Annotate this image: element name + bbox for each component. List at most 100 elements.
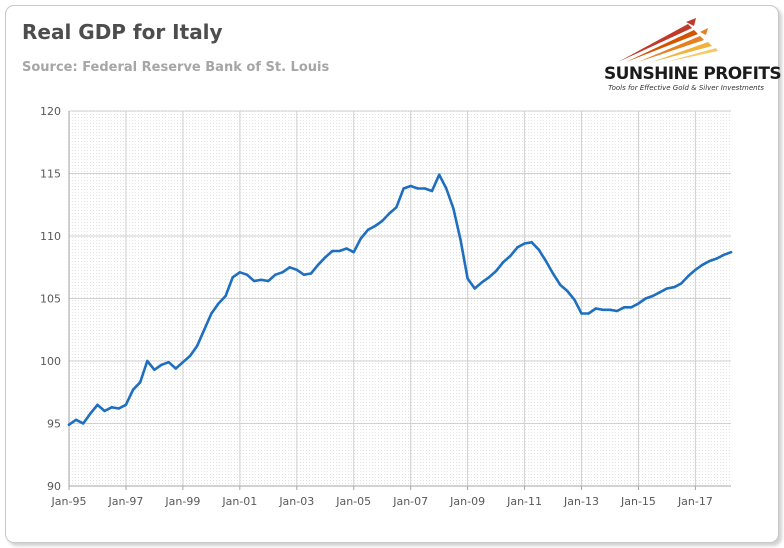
x-tick-label: Jan-17: [677, 495, 713, 508]
logo-name: SUNSHINE PROFITS: [604, 64, 782, 84]
data-point: [523, 242, 526, 245]
data-point: [409, 184, 412, 188]
x-tick-label: Jan-05: [335, 495, 371, 508]
data-point: [729, 251, 733, 254]
data-point: [416, 187, 419, 190]
data-point: [302, 273, 306, 276]
data-point: [423, 187, 427, 190]
data-point: [559, 283, 562, 286]
data-point: [131, 388, 135, 391]
data-point: [74, 418, 78, 421]
data-point: [210, 312, 213, 315]
data-point: [139, 381, 142, 384]
data-point: [537, 248, 540, 251]
data-point: [203, 328, 206, 331]
data-point: [373, 224, 377, 228]
data-point: [160, 363, 163, 366]
data-point: [153, 368, 156, 371]
data-point: [245, 273, 249, 276]
data-point: [281, 271, 284, 274]
data-point: [67, 423, 71, 426]
data-point: [188, 354, 192, 358]
data-point: [637, 302, 640, 305]
data-point: [316, 263, 320, 266]
data-point: [345, 247, 348, 250]
data-point: [665, 287, 669, 290]
data-point: [516, 246, 519, 249]
data-point: [494, 269, 498, 273]
data-point: [288, 266, 291, 269]
data-point: [694, 268, 697, 271]
data-point: [651, 294, 654, 298]
chart-title: Real GDP for Italy: [22, 20, 223, 44]
chart-subtitle: Source: Federal Reserve Bank of St. Loui…: [22, 60, 330, 75]
data-point: [473, 287, 476, 290]
data-point: [615, 309, 619, 313]
data-point: [96, 403, 99, 406]
data-point: [146, 359, 149, 363]
x-tick-label: Jan-09: [449, 495, 485, 508]
series-group: [67, 173, 733, 427]
data-point: [267, 279, 270, 283]
data-point: [544, 259, 548, 263]
data-point: [167, 361, 170, 364]
x-tick-label: Jan-03: [278, 495, 314, 508]
data-point: [402, 187, 405, 190]
data-point: [430, 189, 434, 193]
data-point: [82, 422, 85, 425]
data-point: [487, 276, 491, 279]
data-point: [594, 307, 597, 310]
data-point: [110, 406, 113, 409]
data-point: [480, 281, 484, 284]
data-point: [630, 306, 633, 309]
sun-rays-icon: [618, 18, 718, 62]
x-tick-label: Jan-95: [51, 495, 87, 508]
series-line-gdp: [67, 173, 733, 427]
data-point: [224, 294, 227, 298]
data-point: [623, 306, 626, 309]
data-point: [601, 308, 605, 311]
x-tick-label: Jan-13: [563, 495, 599, 508]
data-point: [701, 263, 704, 266]
data-point: [231, 276, 234, 279]
logo-tagline: Tools for Effective Gold & Silver Invest…: [608, 84, 764, 92]
data-point: [573, 298, 576, 301]
data-point: [217, 302, 220, 305]
data-point: [238, 271, 241, 274]
data-point: [366, 228, 370, 231]
y-tick-label: 100: [40, 355, 61, 368]
data-point: [445, 187, 448, 190]
data-point: [509, 254, 512, 258]
x-tick-label: Jan-97: [107, 495, 143, 508]
data-point: [566, 289, 569, 293]
data-point: [580, 312, 583, 315]
data-point: [309, 272, 313, 275]
data-point: [117, 407, 121, 410]
data-point: [352, 251, 355, 254]
data-point: [708, 259, 711, 263]
x-tick-label: Jan-07: [392, 495, 428, 508]
data-point: [452, 207, 455, 210]
data-point: [587, 312, 590, 315]
data-point: [260, 278, 263, 281]
data-point: [181, 361, 185, 364]
x-tick-label: Jan-11: [506, 495, 542, 508]
data-point: [687, 274, 690, 278]
y-axis-ticks: 90 95 100 105 110 115 120: [40, 105, 61, 493]
data-point: [359, 237, 362, 240]
x-tick-label: Jan-99: [164, 495, 200, 508]
x-tick-label: Jan-01: [221, 495, 257, 508]
data-point: [274, 273, 277, 276]
data-point: [395, 206, 398, 209]
sunshine-profits-logo: SUNSHINE PROFITS Tools for Effective Gol…: [604, 18, 782, 98]
x-tick-label: Jan-15: [620, 495, 656, 508]
data-point: [381, 219, 384, 223]
data-point: [672, 286, 676, 289]
data-point: [459, 238, 462, 241]
data-point: [644, 297, 647, 300]
data-point: [295, 268, 298, 271]
data-point: [466, 277, 469, 280]
data-point: [324, 256, 327, 259]
data-point: [608, 308, 612, 311]
y-tick-label: 115: [40, 168, 61, 181]
